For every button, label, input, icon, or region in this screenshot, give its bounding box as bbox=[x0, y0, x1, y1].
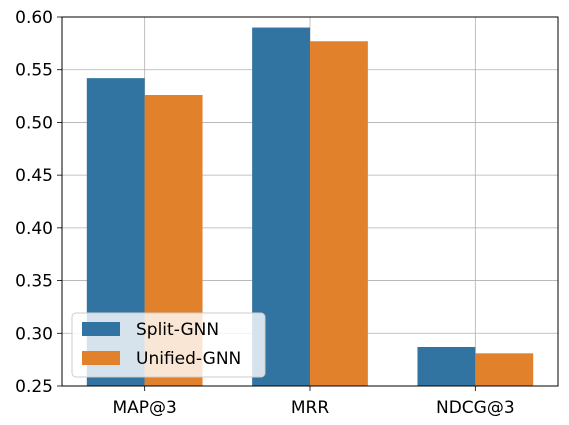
y-tick-label: 0.60 bbox=[15, 8, 53, 28]
y-tick-label: 0.45 bbox=[15, 166, 53, 186]
y-tick-label: 0.55 bbox=[15, 61, 53, 81]
x-axis: MAP@3 MRR NDCG@3 bbox=[112, 386, 515, 418]
y-tick-label: 0.25 bbox=[15, 377, 53, 397]
bar-unified-gnn bbox=[475, 353, 534, 386]
legend-label-unified-gnn: Unified-GNN bbox=[136, 349, 241, 369]
legend-swatch-unified-gnn bbox=[82, 351, 120, 365]
legend: Split-GNN Unified-GNN bbox=[71, 312, 266, 378]
y-tick-label: 0.50 bbox=[15, 113, 53, 133]
bar-unified-gnn bbox=[310, 41, 368, 387]
y-tick-label: 0.40 bbox=[15, 219, 53, 239]
y-tick-label: 0.30 bbox=[15, 324, 53, 344]
x-tick-label: MAP@3 bbox=[112, 398, 176, 418]
bar-split-gnn bbox=[417, 346, 476, 386]
y-tick-label: 0.35 bbox=[15, 272, 53, 292]
y-axis: 0.25 0.30 0.35 0.40 0.45 0.50 0.55 0.60 bbox=[15, 8, 62, 397]
legend-swatch-split-gnn bbox=[82, 322, 120, 336]
legend-box bbox=[71, 312, 266, 378]
legend-label-split-gnn: Split-GNN bbox=[136, 320, 219, 340]
x-tick-label: MRR bbox=[291, 398, 329, 418]
x-tick-label: NDCG@3 bbox=[436, 398, 515, 418]
